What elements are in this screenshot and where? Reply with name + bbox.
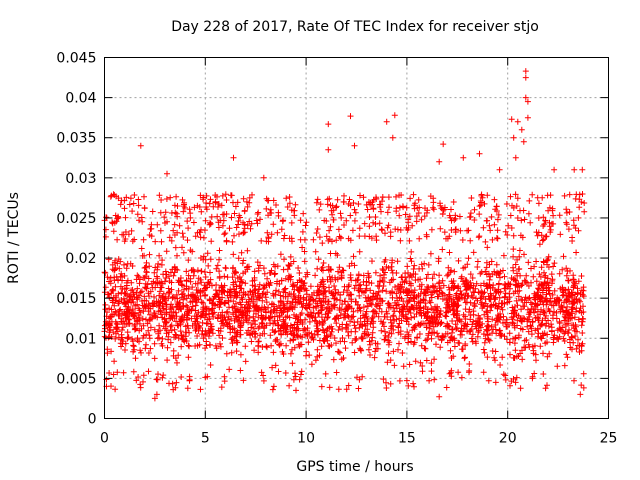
grid-lines [104, 57, 609, 419]
y-tick-label: 0.015 [56, 291, 96, 307]
x-tick-label: 5 [201, 431, 210, 447]
y-tick-label: 0.04 [65, 91, 96, 107]
y-tick-label: 0.02 [65, 251, 96, 267]
x-tick-label: 20 [499, 431, 517, 447]
y-tick-label: 0.045 [56, 51, 96, 67]
y-tick-label: 0.005 [56, 371, 96, 387]
y-tick-label: 0.035 [56, 131, 96, 147]
y-tick-label: 0.025 [56, 211, 96, 227]
y-tick-label: 0.03 [65, 171, 96, 187]
x-tick-label: 10 [297, 431, 315, 447]
roti-points [101, 68, 588, 402]
x-tick-label: 15 [398, 431, 416, 447]
y-tick-label: 0 [88, 412, 97, 428]
axis-ticks [104, 57, 609, 419]
x-tick-label: 0 [100, 431, 109, 447]
plot-frame [104, 57, 609, 419]
x-tick-labels: 0 5 10 15 20 25 [100, 431, 617, 447]
y-axis-label: ROTI / TECUs [6, 192, 22, 284]
y-tick-labels: 0 0.005 0.01 0.015 0.02 0.025 0.03 0.035 0.04 0.0… [56, 51, 96, 428]
y-tick-label: 0.01 [65, 331, 96, 347]
data-points [101, 68, 588, 402]
chart-title: Day 228 of 2017, Rate Of TEC Index for r… [171, 19, 539, 35]
x-axis-label: GPS time / hours [296, 459, 413, 475]
x-tick-label: 25 [600, 431, 618, 447]
